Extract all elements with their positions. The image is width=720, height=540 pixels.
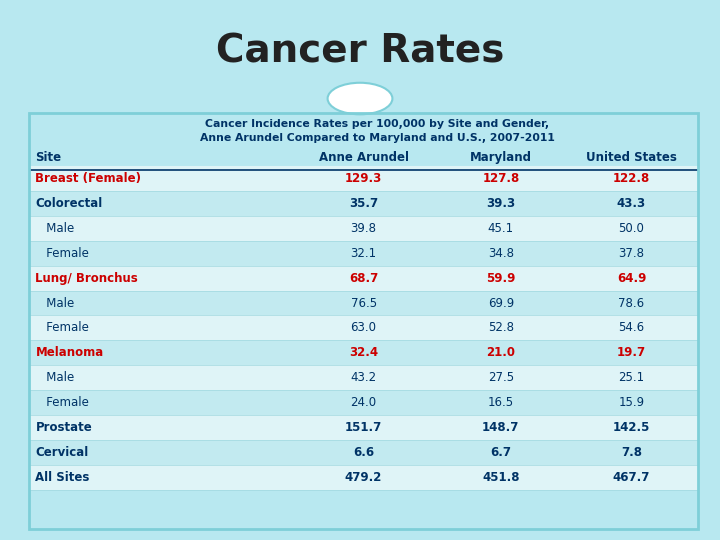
Text: 43.2: 43.2 xyxy=(351,372,377,384)
Text: 32.4: 32.4 xyxy=(349,346,378,360)
Text: All Sites: All Sites xyxy=(35,471,90,484)
Text: Site: Site xyxy=(35,151,62,164)
Text: 479.2: 479.2 xyxy=(345,471,382,484)
Text: 50.0: 50.0 xyxy=(618,221,644,235)
Text: Anne Arundel: Anne Arundel xyxy=(319,151,409,164)
Text: 35.7: 35.7 xyxy=(349,197,378,210)
Bar xyxy=(29,215,698,241)
Text: Female: Female xyxy=(35,321,89,334)
Text: 19.7: 19.7 xyxy=(617,346,646,360)
Text: Maryland: Maryland xyxy=(470,151,532,164)
Bar xyxy=(29,340,698,366)
Text: 39.8: 39.8 xyxy=(351,221,377,235)
Text: Female: Female xyxy=(35,396,89,409)
Bar xyxy=(29,241,698,266)
Text: 69.9: 69.9 xyxy=(487,296,514,309)
Text: Colorectal: Colorectal xyxy=(35,197,103,210)
Text: 39.3: 39.3 xyxy=(486,197,516,210)
Text: Lung/ Bronchus: Lung/ Bronchus xyxy=(35,272,138,285)
Text: 21.0: 21.0 xyxy=(487,346,516,360)
Text: 15.9: 15.9 xyxy=(618,396,644,409)
Text: 54.6: 54.6 xyxy=(618,321,644,334)
Bar xyxy=(29,266,698,291)
Text: 467.7: 467.7 xyxy=(613,471,650,484)
Text: United States: United States xyxy=(586,151,677,164)
Text: 37.8: 37.8 xyxy=(618,247,644,260)
Text: 64.9: 64.9 xyxy=(617,272,646,285)
Text: Anne Arundel Compared to Maryland and U.S., 2007-2011: Anne Arundel Compared to Maryland and U.… xyxy=(199,133,554,143)
Text: 45.1: 45.1 xyxy=(488,221,514,235)
Bar xyxy=(29,191,698,215)
Bar xyxy=(29,366,698,390)
Text: 142.5: 142.5 xyxy=(613,421,650,434)
Text: 127.8: 127.8 xyxy=(482,172,520,185)
Text: Female: Female xyxy=(35,247,89,260)
Text: Male: Male xyxy=(35,221,75,235)
Text: Breast (Female): Breast (Female) xyxy=(35,172,142,185)
Text: Prostate: Prostate xyxy=(35,421,92,434)
Text: 6.7: 6.7 xyxy=(490,446,511,459)
Text: Male: Male xyxy=(35,296,75,309)
Text: 24.0: 24.0 xyxy=(351,396,377,409)
Text: 122.8: 122.8 xyxy=(613,172,650,185)
Text: Male: Male xyxy=(35,372,75,384)
Bar xyxy=(29,315,698,340)
Text: Cancer Incidence Rates per 100,000 by Site and Gender,: Cancer Incidence Rates per 100,000 by Si… xyxy=(205,119,549,129)
Text: 25.1: 25.1 xyxy=(618,372,644,384)
Bar xyxy=(29,415,698,440)
Text: 32.1: 32.1 xyxy=(351,247,377,260)
Text: 16.5: 16.5 xyxy=(488,396,514,409)
Bar xyxy=(29,166,698,191)
Text: Cancer Rates: Cancer Rates xyxy=(216,32,504,70)
Text: 7.8: 7.8 xyxy=(621,446,642,459)
Text: 78.6: 78.6 xyxy=(618,296,644,309)
Ellipse shape xyxy=(328,83,392,114)
Text: 6.6: 6.6 xyxy=(353,446,374,459)
Bar xyxy=(29,440,698,465)
Text: Cervical: Cervical xyxy=(35,446,89,459)
Text: 68.7: 68.7 xyxy=(349,272,378,285)
Bar xyxy=(29,390,698,415)
Text: 34.8: 34.8 xyxy=(488,247,514,260)
Text: 76.5: 76.5 xyxy=(351,296,377,309)
Text: 59.9: 59.9 xyxy=(486,272,516,285)
Text: 27.5: 27.5 xyxy=(488,372,514,384)
Text: 43.3: 43.3 xyxy=(617,197,646,210)
Text: 129.3: 129.3 xyxy=(345,172,382,185)
Text: 151.7: 151.7 xyxy=(345,421,382,434)
Text: 52.8: 52.8 xyxy=(488,321,514,334)
Text: 451.8: 451.8 xyxy=(482,471,520,484)
Text: 148.7: 148.7 xyxy=(482,421,520,434)
Bar xyxy=(29,465,698,490)
Text: Melanoma: Melanoma xyxy=(35,346,104,360)
Text: 63.0: 63.0 xyxy=(351,321,377,334)
Bar xyxy=(29,291,698,315)
